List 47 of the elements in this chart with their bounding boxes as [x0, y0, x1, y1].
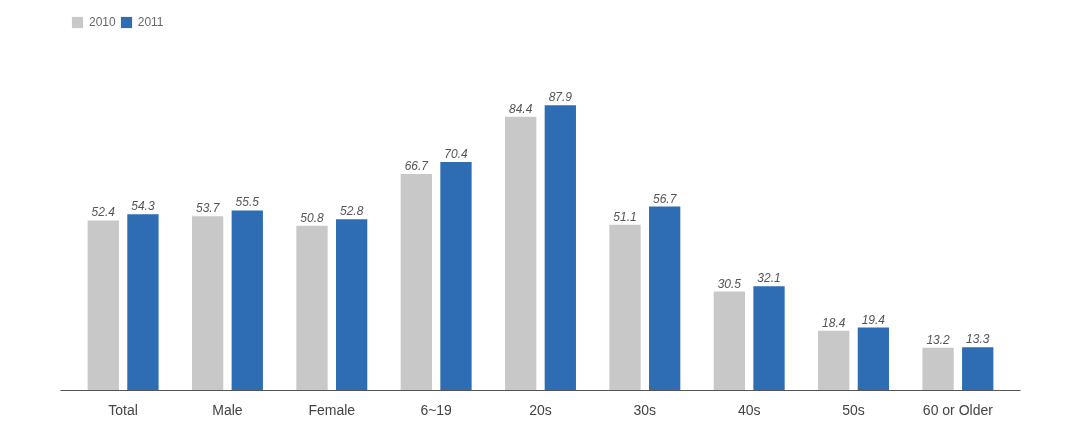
data-label: 54.3 [131, 199, 155, 214]
bar [649, 206, 681, 391]
x-tick-label: 40s [737, 401, 761, 418]
legend-label: 2010 [89, 15, 116, 29]
bar [505, 116, 537, 391]
data-label: 18.4 [822, 315, 846, 330]
data-label: 56.7 [653, 191, 678, 206]
data-label: 52.4 [91, 205, 116, 220]
x-tick-label: Female [308, 401, 356, 418]
bar [818, 330, 850, 391]
data-label: 50.8 [300, 210, 324, 225]
bar [400, 174, 432, 391]
data-label: 87.9 [548, 90, 573, 105]
x-tick-label: 60 or Older [922, 401, 994, 418]
data-label: 53.7 [195, 201, 221, 216]
bar [713, 291, 746, 391]
bar [753, 286, 785, 391]
data-label: 19.4 [861, 312, 886, 327]
bar [609, 224, 641, 391]
bar [127, 214, 159, 391]
data-label: 55.5 [235, 195, 260, 210]
bar [296, 225, 328, 391]
legend-label: 2011 [137, 15, 164, 29]
bar [87, 220, 119, 391]
data-label: 13.3 [966, 332, 990, 347]
x-tick-label: Total [108, 401, 138, 418]
bar [922, 347, 954, 391]
data-label: 13.2 [926, 332, 951, 347]
data-label: 51.1 [613, 209, 637, 224]
bar [857, 327, 890, 391]
x-tick-label: 30s [633, 401, 657, 418]
bar [335, 219, 368, 391]
bar [191, 216, 224, 391]
bar [440, 162, 472, 391]
data-label: 84.4 [509, 101, 533, 116]
data-label: 30.5 [717, 276, 742, 291]
data-label: 70.4 [444, 147, 468, 162]
x-tick-label: 6~19 [420, 401, 453, 418]
bar [544, 105, 576, 391]
x-tick-label: 50s [842, 401, 865, 418]
data-label: 52.8 [339, 204, 364, 219]
data-label: 32.1 [757, 271, 781, 286]
data-label: 66.7 [404, 159, 430, 174]
x-tick-label: 20s [529, 401, 552, 418]
x-tick-label: Male [212, 401, 243, 418]
bar [962, 347, 994, 391]
bar [231, 210, 263, 391]
